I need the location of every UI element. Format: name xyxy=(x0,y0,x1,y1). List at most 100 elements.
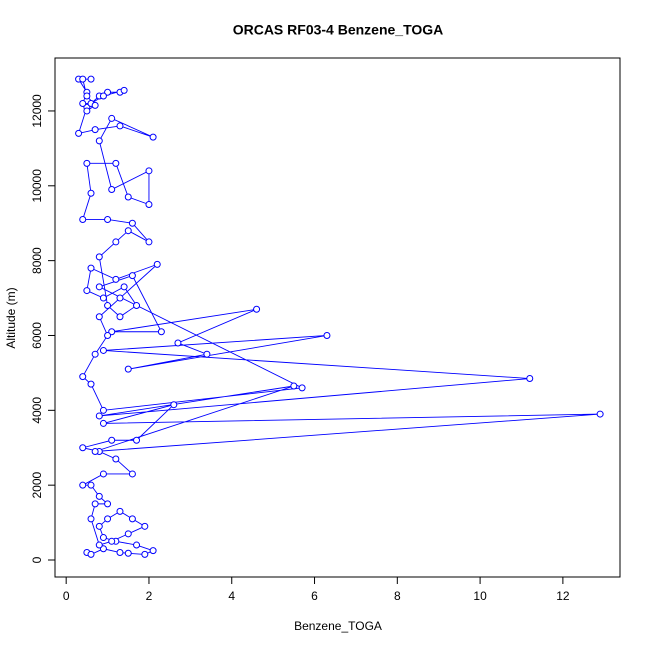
data-point xyxy=(79,373,87,381)
data-point xyxy=(99,470,107,478)
data-point xyxy=(99,406,107,414)
data-point xyxy=(99,92,107,100)
data-point xyxy=(124,365,132,373)
x-tick-label: 2 xyxy=(146,589,153,603)
data-point xyxy=(298,384,306,392)
data-point xyxy=(124,193,132,201)
data-point xyxy=(112,238,120,246)
data-point xyxy=(112,275,120,283)
data-point xyxy=(170,401,178,409)
plot-frame xyxy=(54,57,621,578)
data-point xyxy=(112,159,120,167)
data-line xyxy=(77,78,601,555)
data-point xyxy=(120,86,128,94)
data-point xyxy=(87,515,95,523)
data-point xyxy=(95,492,103,500)
data-point xyxy=(99,534,107,542)
data-point xyxy=(87,380,95,388)
data-point xyxy=(203,350,211,358)
data-point xyxy=(112,455,120,463)
data-point xyxy=(99,419,107,427)
data-point xyxy=(83,92,91,100)
data-point xyxy=(95,412,103,420)
data-point xyxy=(104,215,112,223)
data-point xyxy=(95,137,103,145)
data-point xyxy=(596,410,604,418)
data-point xyxy=(79,99,87,107)
x-tick-label: 0 xyxy=(63,589,70,603)
data-point xyxy=(290,382,298,390)
data-point xyxy=(95,313,103,321)
data-point xyxy=(145,238,153,246)
data-point xyxy=(79,75,87,83)
data-point xyxy=(108,186,116,194)
data-point xyxy=(526,375,534,383)
y-tick-label: 2000 xyxy=(30,471,44,498)
data-point xyxy=(153,260,161,268)
data-point xyxy=(87,550,95,558)
data-point xyxy=(99,294,107,302)
y-tick-label: 4000 xyxy=(30,397,44,424)
data-point xyxy=(133,436,141,444)
y-tick-label: 10000 xyxy=(30,169,44,203)
data-point xyxy=(128,272,136,280)
data-point xyxy=(95,522,103,530)
data-point xyxy=(141,522,149,530)
data-point xyxy=(79,444,87,452)
data-point xyxy=(108,537,116,545)
data-point xyxy=(91,350,99,358)
data-point xyxy=(174,339,182,347)
data-point xyxy=(128,515,136,523)
data-point xyxy=(91,101,99,109)
data-point xyxy=(145,201,153,209)
data-point xyxy=(133,302,141,310)
x-tick-label: 6 xyxy=(311,589,318,603)
data-point xyxy=(99,346,107,354)
data-point xyxy=(95,283,103,291)
data-point xyxy=(91,500,99,508)
data-point xyxy=(124,530,132,538)
data-point xyxy=(116,507,124,515)
data-point xyxy=(83,159,91,167)
data-point xyxy=(128,470,136,478)
data-point xyxy=(95,541,103,549)
data-point xyxy=(116,549,124,557)
data-point xyxy=(104,302,112,310)
data-point xyxy=(79,481,87,489)
data-point xyxy=(83,107,91,115)
y-tick-label: 8000 xyxy=(30,247,44,274)
data-point xyxy=(87,189,95,197)
data-point xyxy=(323,331,331,339)
x-tick-label: 8 xyxy=(394,589,401,603)
data-point xyxy=(145,167,153,175)
data-point xyxy=(108,436,116,444)
data-point xyxy=(124,227,132,235)
data-point xyxy=(133,541,141,549)
data-point xyxy=(95,253,103,261)
data-point xyxy=(104,331,112,339)
y-axis-title: Altitude (m) xyxy=(4,287,18,348)
data-point xyxy=(91,447,99,455)
x-tick-label: 10 xyxy=(473,589,487,603)
data-point xyxy=(87,264,95,272)
data-point xyxy=(104,500,112,508)
x-axis-title: Benzene_TOGA xyxy=(294,619,382,633)
data-point xyxy=(79,215,87,223)
data-point xyxy=(141,550,149,558)
data-point xyxy=(120,283,128,291)
chart-title: ORCAS RF03-4 Benzene_TOGA xyxy=(233,22,444,38)
y-tick-label: 0 xyxy=(30,556,44,563)
data-point xyxy=(253,305,261,313)
x-tick-label: 4 xyxy=(228,589,235,603)
data-point xyxy=(87,481,95,489)
data-point xyxy=(91,126,99,134)
data-point xyxy=(128,219,136,227)
data-point xyxy=(116,313,124,321)
x-tick-label: 12 xyxy=(556,589,570,603)
data-point xyxy=(116,122,124,130)
data-point xyxy=(116,294,124,302)
data-point xyxy=(108,114,116,122)
data-point xyxy=(149,547,157,555)
